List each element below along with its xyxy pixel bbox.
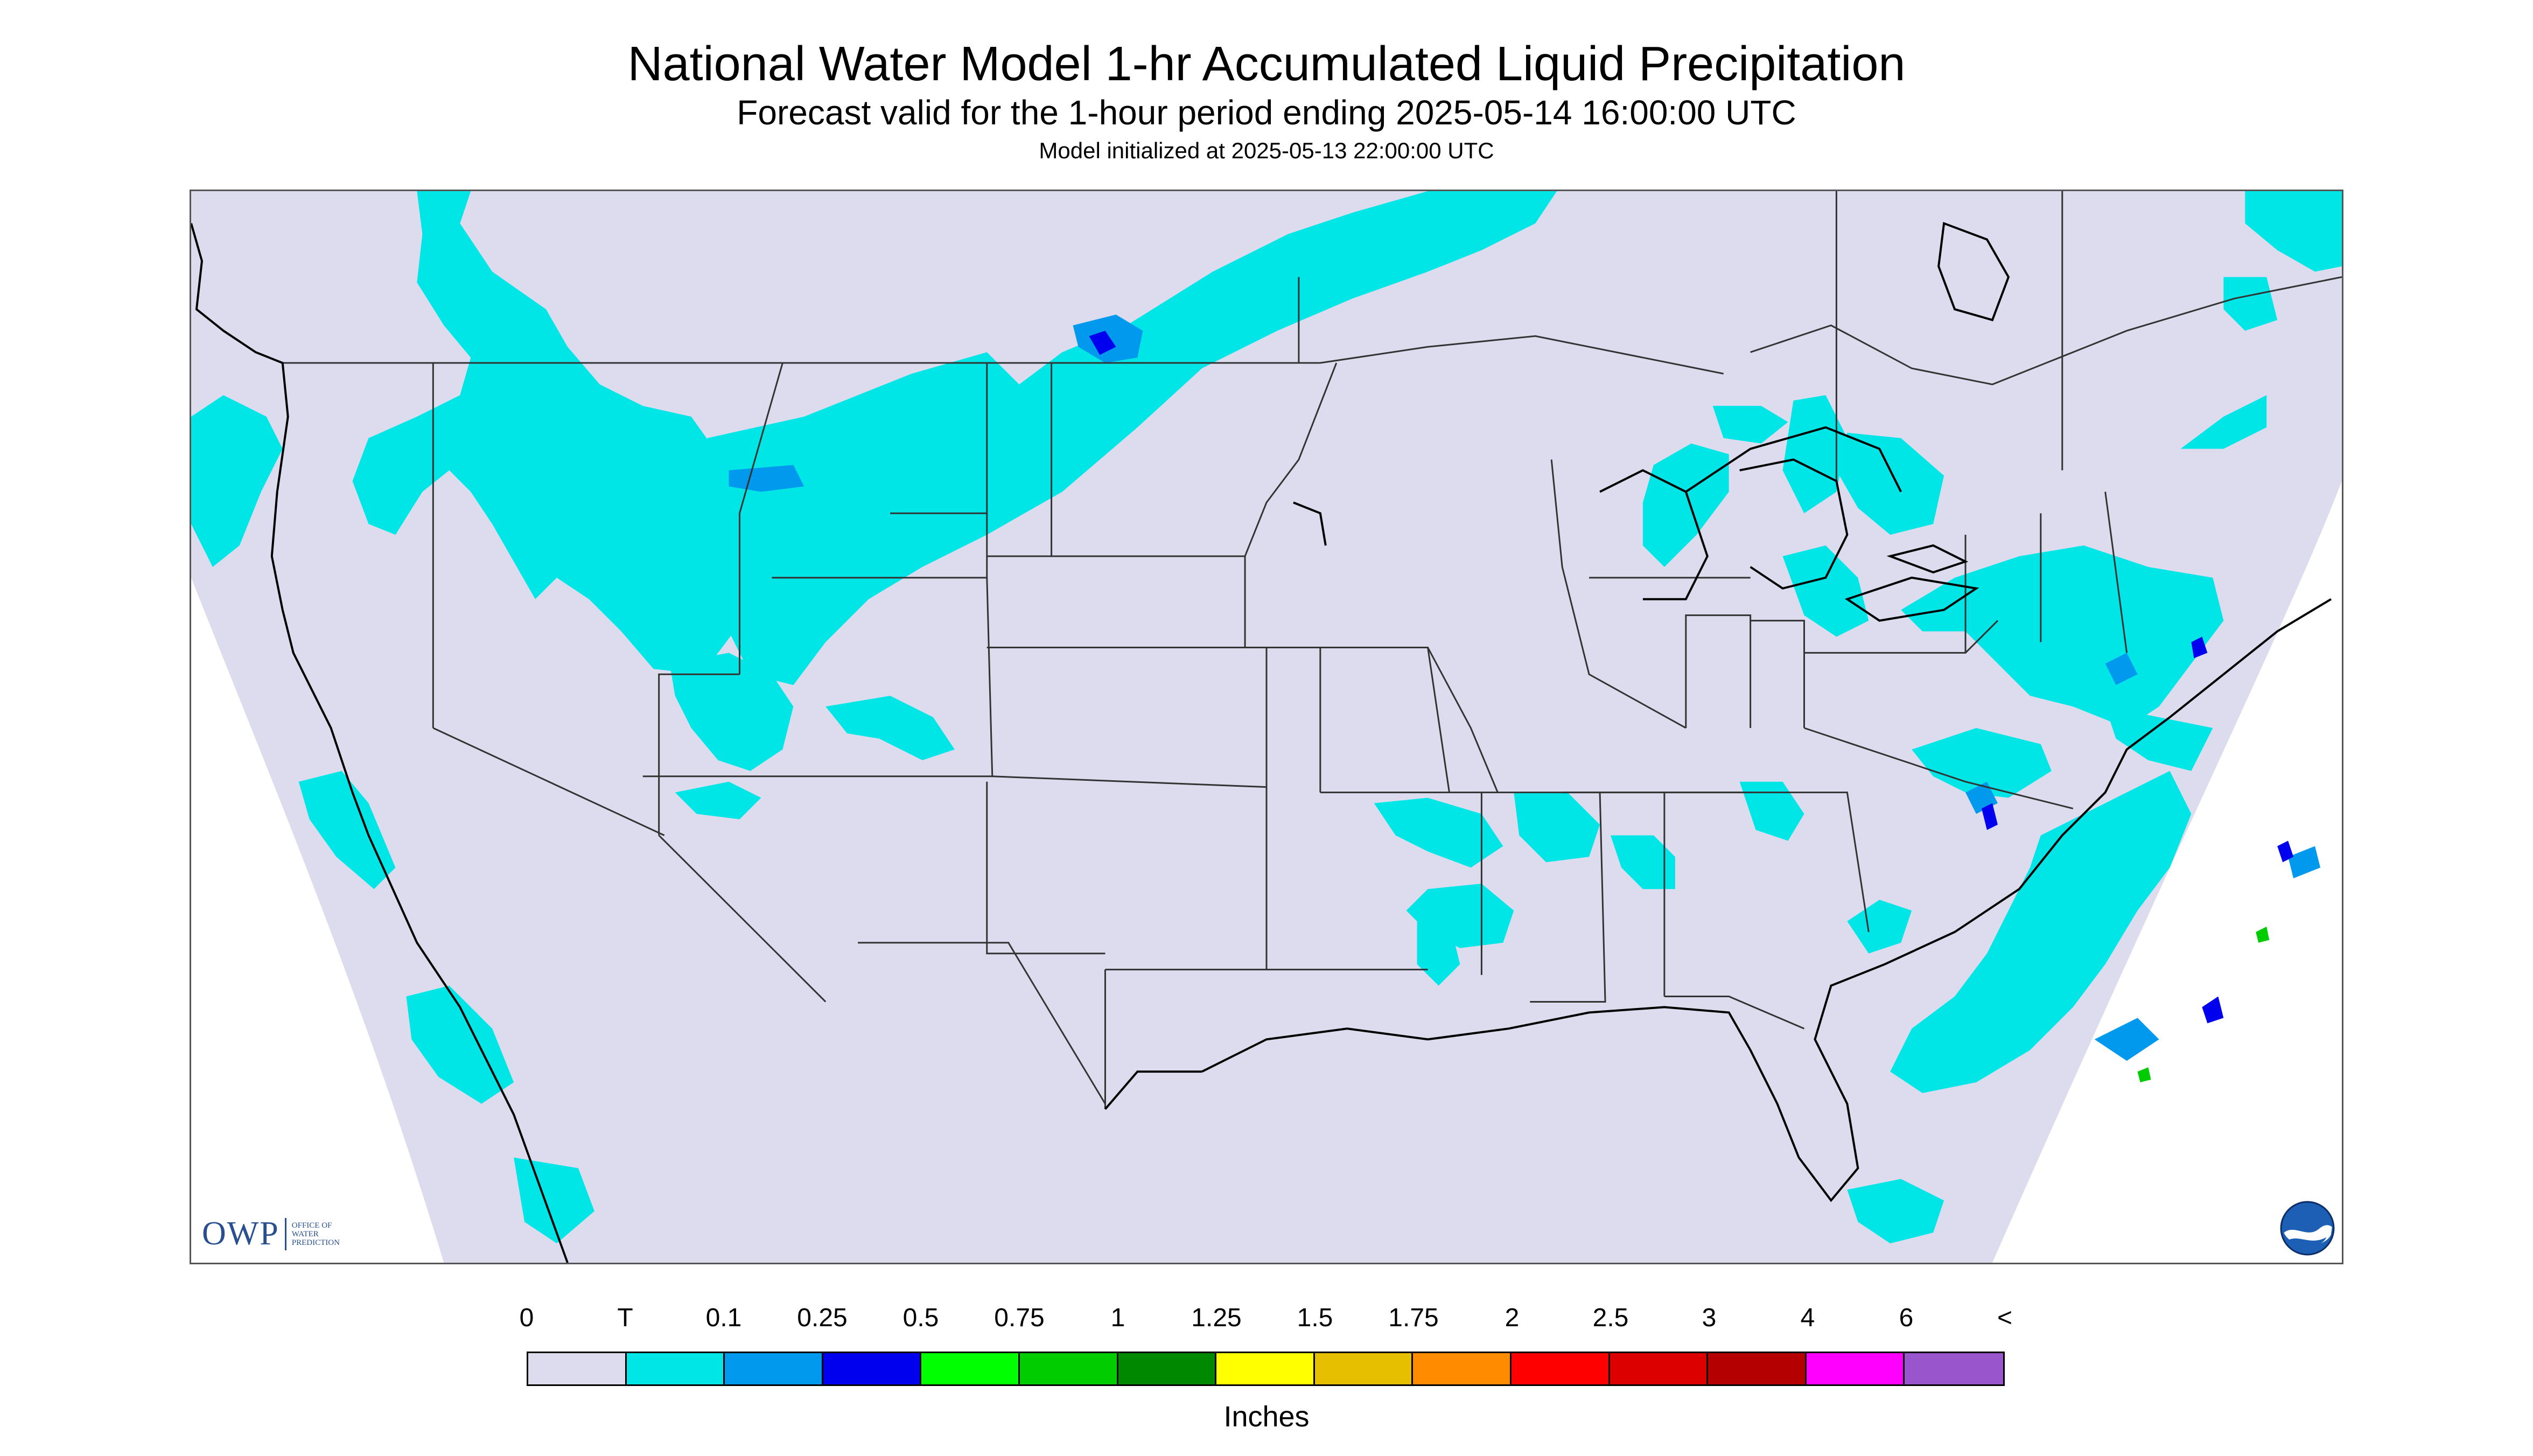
legend-labels: 0 T 0.1 0.25 0.5 0.75 1 1.25 1.5 1.75 2 2.5 3 4 6 <	[520, 1303, 2012, 1335]
legend-swatch	[528, 1353, 627, 1384]
legend-label: 0	[519, 1304, 534, 1332]
legend-label: 2	[1505, 1304, 1520, 1332]
owp-logo: OWP OFFICE OF WATER PREDICTION	[202, 1215, 340, 1253]
legend-swatch	[725, 1353, 823, 1384]
map-canvas	[191, 191, 2342, 1263]
owp-logo-line-1: OFFICE OF	[291, 1221, 332, 1230]
legend-swatch	[1511, 1353, 1610, 1384]
legend-label: <	[1997, 1304, 2013, 1332]
legend-swatch	[823, 1353, 922, 1384]
legend-label: 1.5	[1297, 1304, 1333, 1332]
legend-label: 6	[1899, 1304, 1914, 1332]
precip-trace	[191, 191, 2342, 1244]
legend-label: 1	[1110, 1304, 1125, 1332]
legend-label: 1.75	[1388, 1304, 1439, 1332]
legend-swatch	[1708, 1353, 1807, 1384]
noaa-logo-icon	[2280, 1201, 2335, 1256]
state-boundaries	[282, 191, 2342, 1109]
legend-label: 0.5	[902, 1304, 939, 1332]
legend-label: 0.1	[705, 1304, 742, 1332]
legend-label: 3	[1702, 1304, 1717, 1332]
legend-swatch	[1610, 1353, 1709, 1384]
coastlines	[191, 222, 2332, 1263]
owp-logo-divider	[284, 1217, 286, 1250]
legend-label: 2.5	[1592, 1304, 1629, 1332]
legend-label: T	[617, 1304, 633, 1332]
legend-label: 0.25	[797, 1304, 848, 1332]
map-title: National Water Model 1-hr Accumulated Li…	[627, 37, 1906, 91]
legend-swatch	[1413, 1353, 1512, 1384]
legend-swatch	[1118, 1353, 1217, 1384]
precipitation-map: OWP OFFICE OF WATER PREDICTION	[190, 190, 2343, 1264]
owp-logo-subtext: OFFICE OF WATER PREDICTION	[292, 1221, 340, 1247]
legend-label: 0.75	[994, 1304, 1045, 1332]
legend-swatch	[1905, 1353, 2003, 1384]
legend-swatch	[1806, 1353, 1905, 1384]
legend-label: 4	[1800, 1304, 1815, 1332]
map-subtitle: Forecast valid for the 1-hour period end…	[737, 93, 1796, 132]
owp-logo-line-2: WATER	[291, 1229, 319, 1238]
owp-logo-line-3: PREDICTION	[291, 1238, 340, 1247]
owp-logo-text: OWP	[202, 1215, 279, 1252]
legend-swatch	[1019, 1353, 1118, 1384]
legend-units: Inches	[1223, 1401, 1310, 1433]
color-legend: 0 T 0.1 0.25 0.5 0.75 1 1.25 1.5 1.75 2 2.5 3 4 6 <	[520, 1303, 2012, 1386]
legend-swatch	[1314, 1353, 1414, 1384]
precip-heavy	[2137, 926, 2270, 1083]
legend-label: 1.25	[1191, 1304, 1242, 1332]
legend-swatch	[1216, 1353, 1315, 1384]
legend-swatch	[921, 1353, 1020, 1384]
model-init-text: Model initialized at 2025-05-13 22:00:00…	[1039, 138, 1494, 163]
legend-color-bar	[527, 1352, 2005, 1386]
precip-moderate	[1089, 331, 2294, 1024]
legend-swatch	[626, 1353, 725, 1384]
